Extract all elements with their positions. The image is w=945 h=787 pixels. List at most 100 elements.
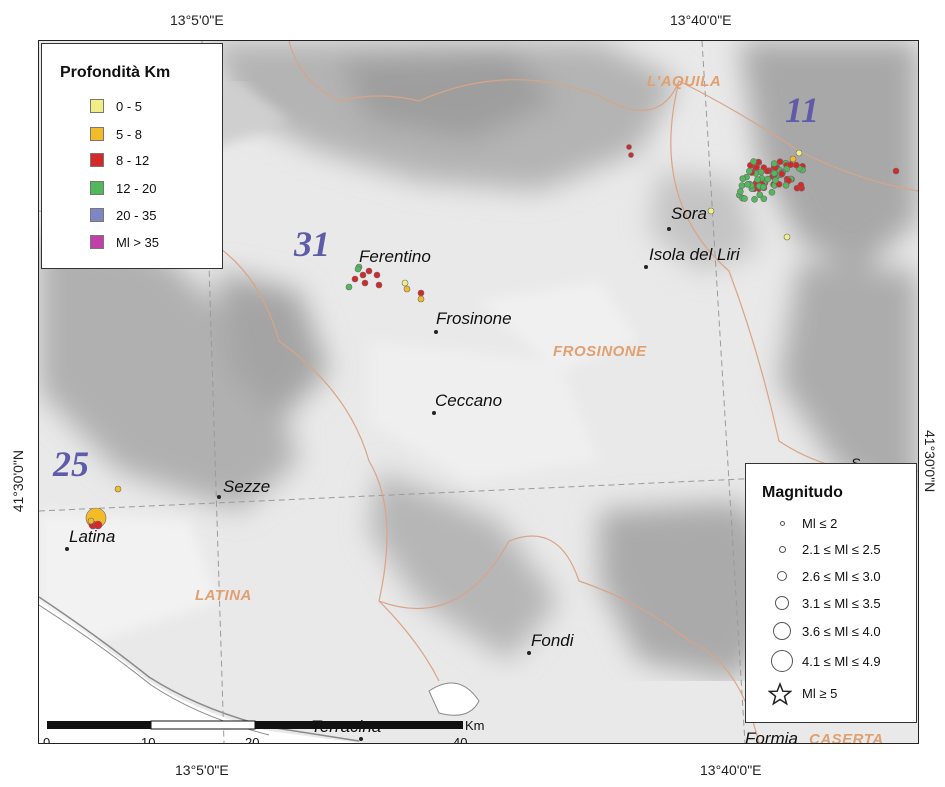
earthquake-marker (787, 161, 794, 168)
earthquake-marker (782, 182, 790, 189)
depth-row-over-35: Ml > 35 (90, 234, 159, 250)
coord-right: 41°30'0"N (922, 430, 938, 493)
depth-swatch (90, 235, 104, 249)
place-frosinone: Frosinone (436, 309, 512, 328)
place-terracina: Terracina (311, 717, 382, 736)
earthquake-marker (365, 267, 373, 275)
depth-row-5-8: 5 - 8 (90, 126, 142, 142)
depth-row-8-12: 8 - 12 (90, 152, 149, 168)
sequence-number-25: 25 (53, 444, 89, 484)
coastline (39, 596, 360, 742)
earthquake-marker (354, 265, 362, 273)
earthquake-marker (373, 271, 381, 279)
earthquake-marker (361, 279, 369, 287)
depth-swatch (90, 181, 104, 195)
earthquake-marker (401, 279, 409, 287)
magnitude-circle-icon (773, 622, 791, 640)
magnitude-legend: Magnitudo Ml ≤ 2 2.1 ≤ Ml ≤ 2.5 2.6 ≤ Ml… (745, 463, 917, 723)
earthquake-marker (737, 188, 744, 195)
depth-label: Ml > 35 (116, 234, 159, 250)
depth-row-12-20: 12 - 20 (90, 180, 156, 196)
earthquake-marker (93, 520, 103, 530)
earthquake-marker (760, 195, 768, 203)
earthquake-marker (750, 158, 757, 165)
depth-swatch (90, 208, 104, 222)
earthquake-marker (792, 161, 800, 169)
earthquake-marker (776, 158, 784, 165)
region-caserta: CASERTA (809, 731, 884, 744)
lake (428, 682, 480, 716)
place-formia: Formia (745, 729, 798, 744)
place-sora: Sora (671, 204, 707, 223)
coord-top-right: 13°40'0"E (670, 12, 732, 28)
place-sezze: Sezze (223, 477, 271, 496)
place-ferentino: Ferentino (359, 247, 431, 266)
scale-label-10: 10 (141, 735, 156, 744)
earthquake-marker (775, 180, 783, 188)
place-latina: Latina (69, 527, 116, 546)
earthquake-marker (797, 181, 805, 189)
scalebar-seg-3 (255, 721, 463, 729)
magnitude-circle-icon (778, 545, 786, 553)
magnitude-label: 2.1 ≤ Ml ≤ 2.5 (802, 541, 881, 557)
earthquake-marker (795, 149, 803, 157)
earthquake-marker (746, 167, 753, 175)
region-frosinone: FROSINONE (553, 343, 647, 360)
magnitude-circle-icon (777, 571, 787, 581)
magnitude-circle-icon (775, 596, 789, 610)
earthquake-marker (759, 183, 767, 191)
earthquake-marker (764, 175, 772, 183)
depth-swatch (90, 99, 104, 113)
depth-swatch (90, 153, 104, 167)
region-laquila: L'AQUILA (647, 73, 722, 90)
coord-left: 41°30'0"N (10, 450, 26, 513)
magnitude-legend-title: Magnitudo (762, 484, 843, 501)
map-frame[interactable]: 11 31 25 Ferentino Frosinone Ceccano Sor… (38, 40, 919, 744)
earthquake-marker (417, 295, 425, 303)
earthquake-marker (359, 271, 367, 279)
place-ceccano: Ceccano (435, 391, 503, 410)
scale-label-20: 20 (245, 735, 260, 744)
depth-row-20-35: 20 - 35 (90, 207, 156, 223)
depth-label: 20 - 35 (116, 207, 157, 223)
sequence-number-31: 31 (294, 224, 330, 264)
earthquake-marker (628, 152, 634, 158)
magnitude-row: 4.1 ≤ Ml ≤ 4.9 (768, 650, 881, 672)
scalebar-seg-1 (47, 721, 151, 729)
magnitude-circle-icon (779, 520, 785, 526)
magnitude-row: 3.6 ≤ Ml ≤ 4.0 (768, 620, 881, 642)
magnitude-row: Ml ≤ 2 (768, 512, 837, 534)
earthquake-marker (87, 517, 95, 525)
sea-area (39, 601, 359, 743)
earthquake-marker (351, 275, 359, 283)
magnitude-label: 3.6 ≤ Ml ≤ 4.0 (802, 623, 881, 639)
earthquake-events (85, 144, 900, 530)
sequence-number-11: 11 (785, 90, 820, 130)
earthquake-marker (768, 189, 776, 196)
earthquake-marker (744, 180, 751, 188)
depth-label: 12 - 20 (116, 180, 157, 196)
earthquake-marker (738, 182, 746, 189)
earthquake-marker (345, 283, 353, 291)
earthquake-marker (789, 155, 797, 163)
magnitude-row: Ml ≥ 5 (768, 682, 838, 706)
depth-row-0-5: 0 - 5 (90, 98, 142, 114)
earthquake-marker (751, 196, 758, 203)
earthquake-marker (756, 191, 764, 199)
coord-top-left: 13°5'0"E (170, 12, 224, 28)
earthquake-marker (754, 176, 761, 183)
place-isola-del-liri: Isola del Liri (649, 245, 740, 264)
magnitude-row: 2.6 ≤ Ml ≤ 3.0 (768, 565, 881, 587)
earthquake-marker (403, 285, 411, 293)
scale-label-0: 0 (43, 735, 51, 744)
scale-unit: Km (465, 718, 485, 733)
scalebar (47, 720, 463, 730)
earthquake-marker (375, 281, 383, 289)
magnitude-label: Ml ≥ 5 (802, 685, 838, 701)
earthquake-marker (739, 175, 747, 182)
earthquake-marker (770, 160, 778, 167)
magnitude-label: Ml ≤ 2 (802, 515, 838, 531)
earthquake-marker (892, 167, 900, 175)
settlement-points (65, 227, 671, 741)
earthquake-marker (763, 167, 771, 175)
